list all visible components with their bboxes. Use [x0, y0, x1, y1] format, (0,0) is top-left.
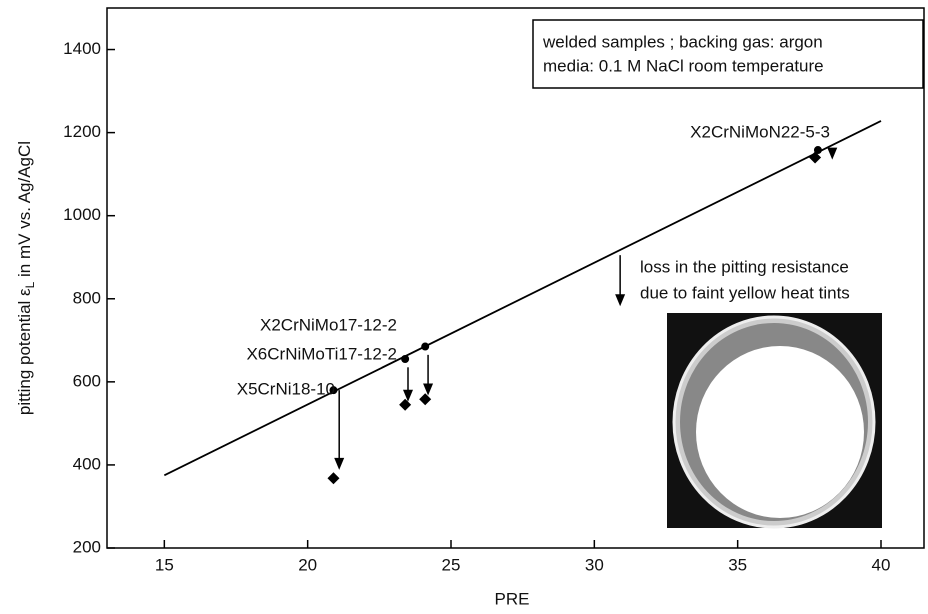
sample-label: X2CrNiMo17-12-2	[260, 315, 397, 334]
measured-point	[813, 146, 822, 155]
x-tick-label: 40	[872, 555, 891, 574]
y-tick-label: 800	[73, 288, 101, 307]
fit-line	[163, 120, 882, 477]
x-axis-label: PRE	[495, 589, 530, 608]
arrow-head	[615, 294, 626, 307]
plot-frame	[106, 7, 925, 549]
y-tick-label: 1000	[63, 205, 101, 224]
arrow-head	[403, 389, 413, 402]
annotation: due to faint yellow heat tints	[640, 283, 850, 302]
reduced-point	[327, 472, 340, 485]
x-tick-label: 35	[728, 555, 747, 574]
sample-label: X2CrNiMoN22-5-3	[690, 122, 830, 141]
y-tick-label: 400	[73, 454, 101, 473]
legend-line: welded samples ; backing gas: argon	[542, 32, 823, 51]
sample-label: X5CrNi18-10	[237, 379, 335, 398]
arrow-head	[334, 457, 345, 470]
measured-point	[421, 342, 430, 351]
reduced-point	[809, 151, 822, 164]
arrow-head	[827, 147, 838, 160]
x-tick-label: 20	[298, 555, 317, 574]
reduced-point	[419, 393, 432, 406]
photo	[667, 313, 882, 529]
sample-label: X6CrNiMoTi17-12-2	[246, 344, 397, 363]
annotation: loss in the pitting resistance	[640, 257, 849, 276]
y-tick-label: 600	[73, 371, 101, 390]
y-axis-label: pitting potential εL in mV vs. Ag/AgCl	[15, 141, 37, 415]
measured-point	[329, 386, 338, 395]
measured-point	[401, 355, 410, 363]
legend-line: media: 0.1 M NaCl room temperature	[543, 56, 824, 75]
x-tick-label: 15	[155, 555, 174, 574]
y-tick-label: 1400	[63, 39, 101, 58]
x-tick-label: 25	[442, 555, 461, 574]
legend-box	[532, 19, 924, 89]
x-tick-label: 30	[585, 555, 604, 574]
y-tick-label: 1200	[63, 122, 101, 141]
y-tick-label: 200	[73, 537, 101, 556]
reduced-point	[399, 398, 412, 411]
arrow-head	[423, 383, 434, 396]
